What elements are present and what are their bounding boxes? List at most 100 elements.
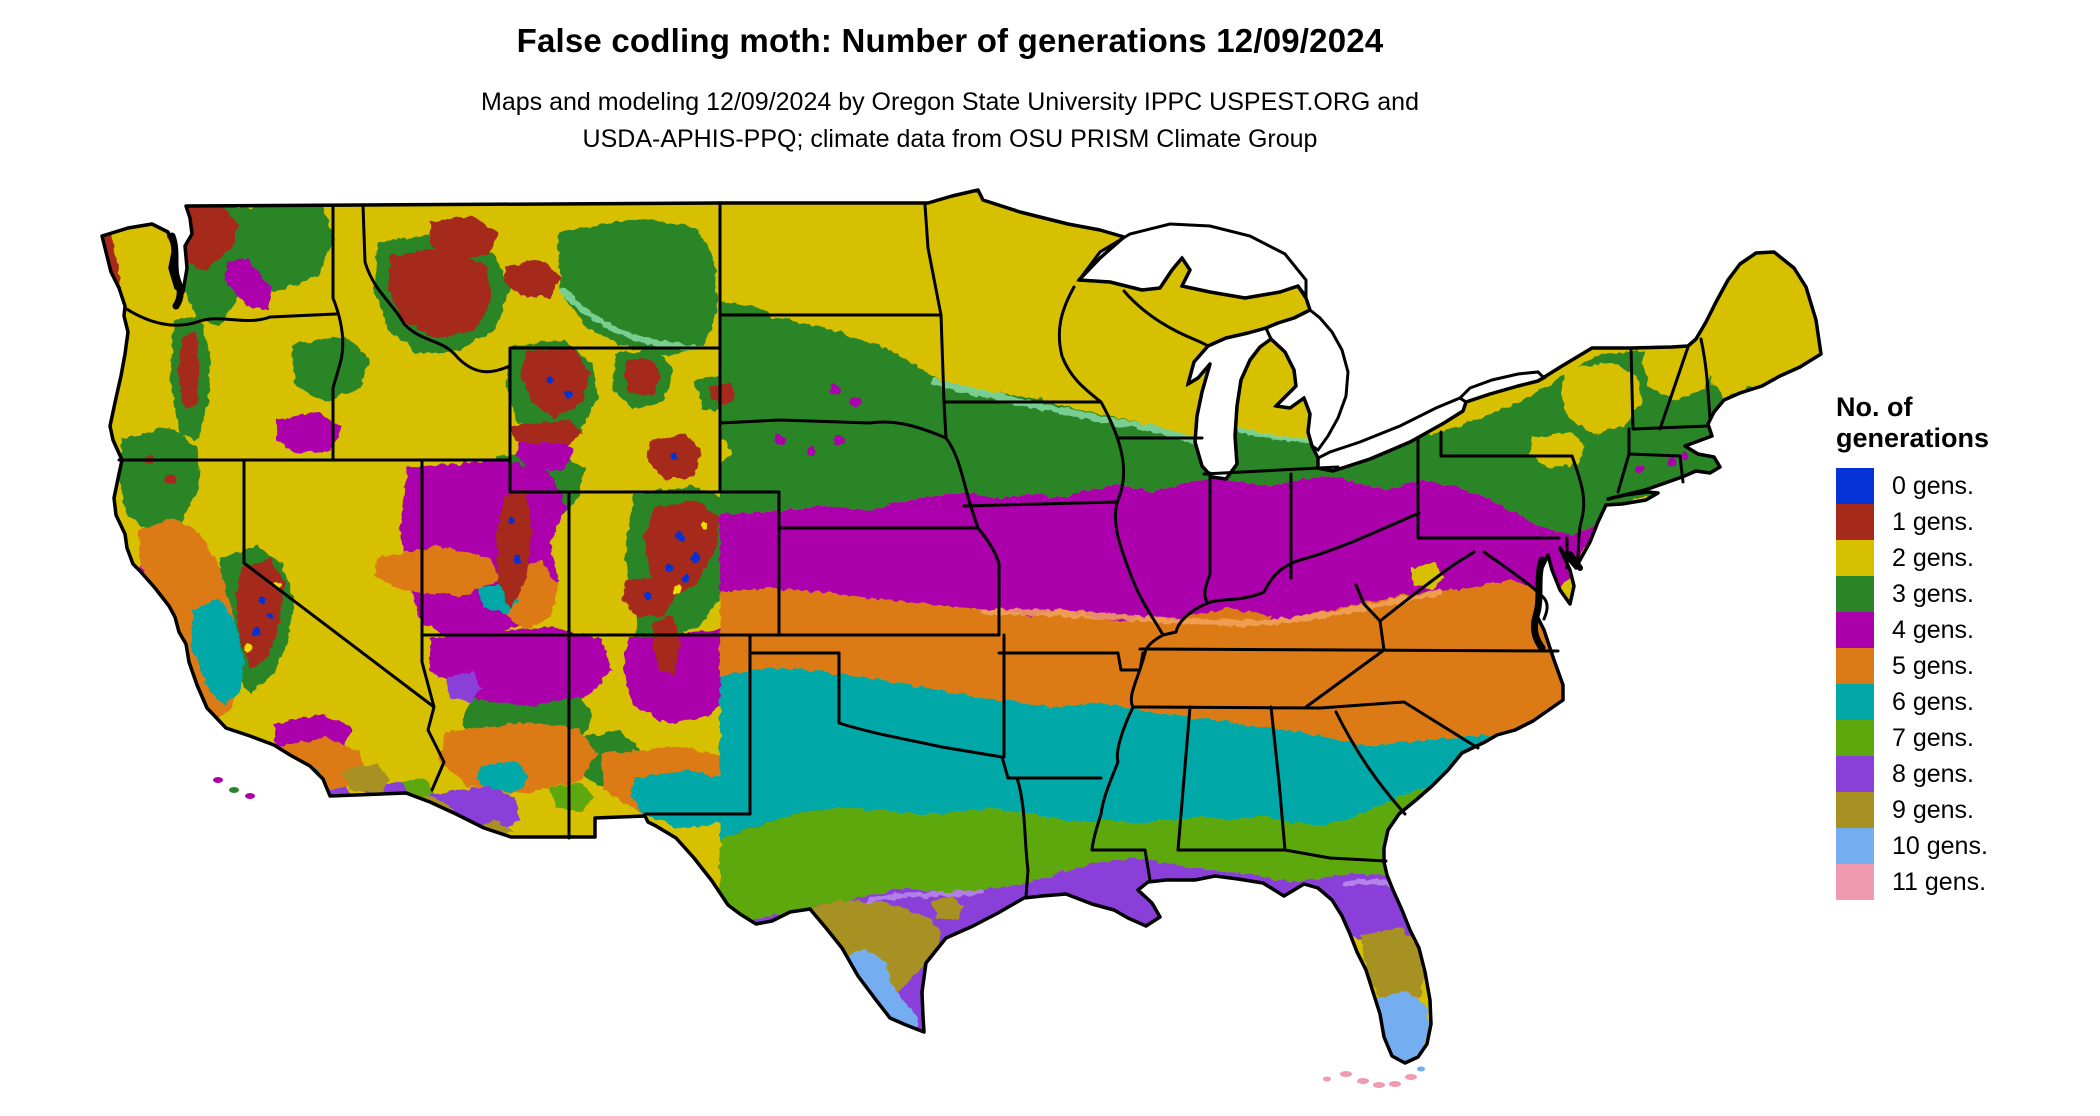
legend-row: 10 gens. xyxy=(1836,828,2092,864)
channel-islands xyxy=(213,777,255,799)
region-patch xyxy=(292,336,370,402)
speck xyxy=(514,556,522,564)
subtitle-line-1: Maps and modeling 12/09/2024 by Oregon S… xyxy=(481,88,1419,116)
region-patch xyxy=(178,332,200,410)
key-islet xyxy=(1340,1071,1352,1077)
region-patch xyxy=(1642,338,1714,400)
speck xyxy=(850,397,860,407)
raster-zones xyxy=(102,190,1821,1063)
region-patch xyxy=(192,598,244,706)
region-patch xyxy=(720,310,1821,536)
subtitle-line-2: USDA-APHIS-PPQ; climate data from OSU PR… xyxy=(582,125,1318,153)
speck xyxy=(674,586,682,594)
region-patch xyxy=(720,476,1608,628)
speck xyxy=(1680,452,1688,460)
legend-label: 11 gens. xyxy=(1892,867,1987,896)
legend-swatch-0-gens xyxy=(1836,468,1874,504)
legend-row: 0 gens. xyxy=(1836,468,2092,504)
speck xyxy=(258,596,266,604)
legend-row: 6 gens. xyxy=(1836,684,2092,720)
legend-row: 1 gens. xyxy=(1836,504,2092,540)
region-patch xyxy=(118,428,200,534)
region-patch xyxy=(504,260,560,298)
legend-row: 9 gens. xyxy=(1836,792,2092,828)
speck xyxy=(564,390,572,398)
legend-row: 8 gens. xyxy=(1836,756,2092,792)
legend-row: 4 gens. xyxy=(1836,612,2092,648)
region-patch xyxy=(698,440,732,464)
speck xyxy=(244,644,252,652)
zone-2-gens-overlays xyxy=(698,252,1820,590)
legend-swatch-8-gens xyxy=(1836,756,1874,792)
legend-row: 5 gens. xyxy=(1836,648,2092,684)
legend: No. of generations 0 gens. 1 gens. 2 gen… xyxy=(1836,392,2092,900)
region-patch xyxy=(710,384,736,404)
legend-swatch-6-gens xyxy=(1836,684,1874,720)
region-patch xyxy=(550,782,594,812)
region-patch xyxy=(622,630,746,724)
region-patch xyxy=(720,786,1432,924)
legend-label: 6 gens. xyxy=(1892,687,1975,716)
legend-swatch-9-gens xyxy=(1836,792,1874,828)
land-zones xyxy=(102,190,1821,1063)
key-islet-blue xyxy=(1417,1066,1425,1072)
speck xyxy=(691,553,701,563)
legend-label: 1 gens. xyxy=(1892,507,1975,536)
legend-title-line-1: No. of xyxy=(1836,392,1913,422)
region-patch xyxy=(1410,562,1444,590)
speck xyxy=(165,475,175,485)
speck xyxy=(830,385,840,395)
speck xyxy=(644,592,652,600)
speck xyxy=(835,435,845,445)
legend-swatch-7-gens xyxy=(1836,720,1874,756)
speck xyxy=(1098,912,1106,920)
legend-label: 5 gens. xyxy=(1892,651,1975,680)
region-patch xyxy=(1560,362,1642,434)
speck xyxy=(664,564,672,572)
region-patch xyxy=(430,630,508,686)
legend-label: 8 gens. xyxy=(1892,759,1975,788)
speck xyxy=(267,613,273,619)
region-patch xyxy=(720,300,780,340)
region-patch xyxy=(446,672,482,702)
region-patch xyxy=(1704,252,1820,398)
legend-label: 0 gens. xyxy=(1892,471,1975,500)
map-svg xyxy=(100,188,1823,1088)
island-dot xyxy=(245,793,255,799)
map-subtitle: Maps and modeling 12/09/2024 by Oregon S… xyxy=(0,84,1900,158)
legend-swatch-11-gens xyxy=(1836,864,1874,900)
legend-label: 7 gens. xyxy=(1892,723,1975,752)
legend-items: 0 gens. 1 gens. 2 gens. 3 gens. 4 gens. … xyxy=(1836,468,2092,900)
island-dot xyxy=(229,787,239,793)
us-generations-map xyxy=(80,140,1840,1116)
fringe-lilac xyxy=(867,889,983,903)
island-dot xyxy=(213,777,223,783)
speck xyxy=(700,522,708,530)
legend-label: 10 gens. xyxy=(1892,831,1988,860)
speck xyxy=(682,574,690,582)
speck xyxy=(675,531,685,541)
speck xyxy=(775,435,785,445)
region-patch xyxy=(1360,928,1424,1008)
legend-label: 3 gens. xyxy=(1892,579,1975,608)
region-patch xyxy=(276,412,342,454)
legend-label: 4 gens. xyxy=(1892,615,1975,644)
legend-swatch-1-gens xyxy=(1836,504,1874,540)
legend-row: 3 gens. xyxy=(1836,576,2092,612)
legend-swatch-2-gens xyxy=(1836,540,1874,576)
fringe-mint xyxy=(559,287,703,351)
legend-label: 9 gens. xyxy=(1892,795,1975,824)
legend-row: 2 gens. xyxy=(1836,540,2092,576)
florida-keys xyxy=(1323,1071,1417,1088)
region-patch xyxy=(520,346,590,418)
legend-swatch-10-gens xyxy=(1836,828,1874,864)
speck xyxy=(1668,458,1676,466)
region-patch xyxy=(624,358,662,396)
region-patch xyxy=(374,546,500,596)
state-borders xyxy=(117,203,1712,899)
legend-title-line-2: generations xyxy=(1836,423,1990,453)
fringe-peach xyxy=(982,589,1443,626)
speck xyxy=(508,516,516,524)
zone-0-gens xyxy=(252,376,701,636)
